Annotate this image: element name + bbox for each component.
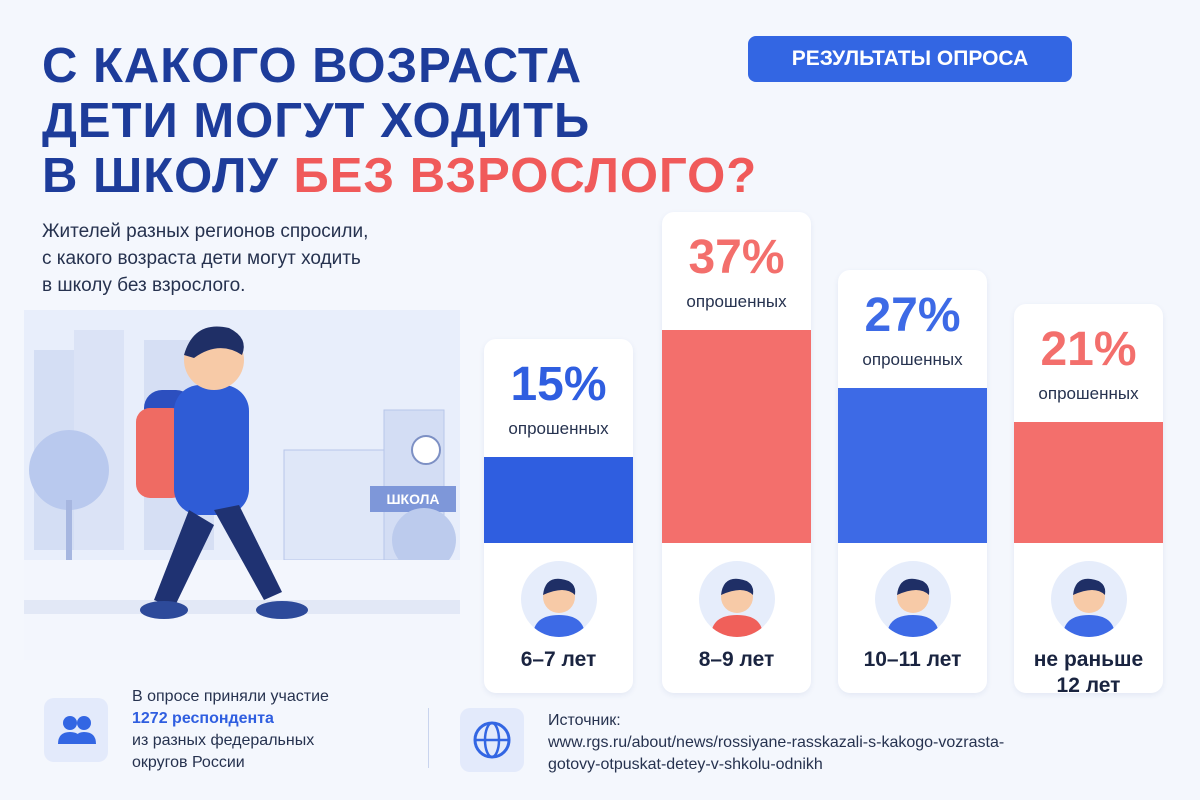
title-highlight: БЕЗ ВЗРОСЛОГО? (293, 149, 758, 203)
participants: В опросе приняли участие 1272 респондент… (132, 686, 329, 774)
value-label: 21% (1040, 323, 1137, 377)
avatar-face (710, 578, 763, 637)
bar (484, 456, 633, 543)
badge: РЕЗУЛЬТАТЫ ОПРОСА (748, 36, 1072, 82)
title-line: ДЕТИ МОГУТ ХОДИТЬ (42, 94, 591, 148)
avatar (1050, 560, 1127, 637)
people-icon (58, 716, 96, 744)
source-line[interactable]: gotovy-otpuskat-detey-v-shkolu-odnikh (548, 756, 823, 773)
jacket (174, 385, 249, 515)
subtitle-line: Жителей разных регионов спросили, (42, 221, 369, 242)
bar-card: 27% опрошенных 10–11 лет (838, 269, 987, 693)
title-line: С КАКОГО ВОЗРАСТА (42, 39, 583, 93)
globe-icon-box (460, 708, 524, 772)
source: Источник: www.rgs.ru/about/news/rossiyan… (548, 710, 1004, 776)
illustration: ШКОЛА (24, 310, 460, 660)
x-tick-label: 10–11 лет (863, 647, 962, 671)
tree-trunk (66, 500, 72, 560)
globe-icon (473, 721, 511, 759)
shoe (256, 601, 308, 619)
x-tick-label: 8–9 лет (698, 648, 775, 671)
avatar (698, 561, 775, 637)
value-caption: опрошенных (508, 418, 609, 438)
leg (154, 510, 214, 608)
divider (428, 708, 429, 768)
school-sign (370, 486, 456, 512)
school-sign-text: ШКОЛА (386, 491, 439, 507)
people-icon-box (44, 698, 108, 762)
participants-count: 1272 респондента (132, 710, 274, 727)
participants-line: из разных федеральных (132, 732, 315, 749)
bar-card: 15% опрошенных 6–7 лет (484, 338, 633, 693)
bar (662, 330, 811, 543)
avatar-face (886, 578, 939, 637)
crosswalk (24, 600, 460, 614)
tree (29, 430, 109, 510)
value-label: 15% (510, 357, 607, 411)
leg (214, 505, 282, 600)
value-label: 27% (864, 288, 961, 342)
bar (1014, 422, 1163, 543)
value-caption: опрошенных (862, 349, 963, 369)
x-tick-label: 6–7 лет (520, 647, 597, 671)
shoe (140, 601, 188, 619)
backpack (136, 408, 186, 498)
title-text: В ШКОЛУ (42, 149, 279, 203)
bar (838, 387, 987, 543)
source-line[interactable]: www.rgs.ru/about/news/rossiyane-rasskaza… (548, 734, 1005, 751)
tree (392, 508, 456, 572)
subtitle-line: в школу без взрослого. (42, 275, 246, 296)
hair (184, 326, 244, 358)
participants-line: округов России (132, 754, 245, 771)
source-label: Источник: (548, 712, 621, 729)
avatar-face (532, 578, 585, 637)
x-tick-label: не раньше 12 лет (1033, 647, 1144, 697)
title-line: В ШКОЛУ БЕЗ ВЗРОСЛОГО? (42, 148, 757, 204)
value-caption: опрошенных (1038, 384, 1139, 404)
avatar-face (1062, 578, 1115, 637)
bar-card: 37% опрошенных 8–9 лет (662, 212, 811, 693)
subtitle: Жителей разных регионов спросили, с како… (42, 218, 368, 299)
participants-line: В опросе приняли участие (132, 688, 329, 705)
value-label: 37% (688, 231, 785, 284)
value-caption: опрошенных (686, 292, 787, 311)
avatar (520, 560, 597, 637)
avatar (874, 560, 951, 637)
clock (411, 435, 441, 465)
subtitle-line: с какого возраста дети могут ходить (42, 248, 361, 269)
bar-card: 21% опрошенных не раньше 12 лет (1014, 304, 1163, 697)
